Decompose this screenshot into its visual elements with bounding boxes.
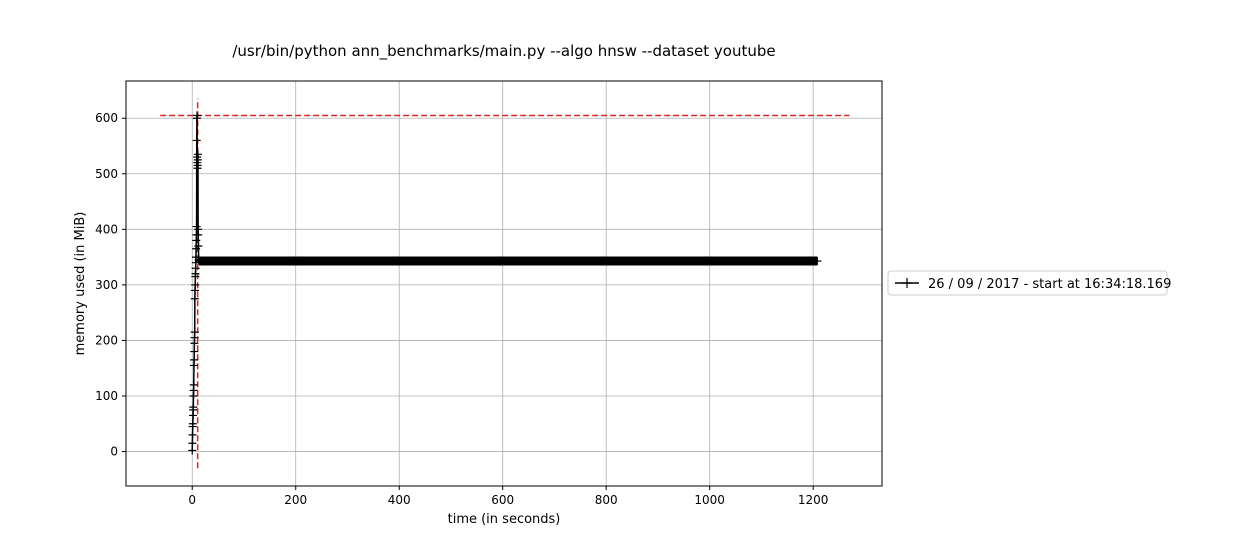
data-point-marker bbox=[194, 230, 203, 239]
x-axis-label: time (in seconds) bbox=[448, 512, 561, 527]
data-point-marker bbox=[194, 242, 203, 250]
data-point-marker bbox=[193, 111, 202, 120]
y-axis-label: memory used (in MiB) bbox=[73, 212, 88, 356]
data-point-marker bbox=[190, 355, 199, 364]
y-tick-label: 300 bbox=[95, 278, 118, 292]
x-tick-label: 400 bbox=[388, 493, 411, 507]
data-point-marker bbox=[190, 328, 199, 337]
y-tick-label: 100 bbox=[95, 389, 118, 403]
data-point-marker bbox=[188, 419, 197, 428]
reference-lines bbox=[160, 98, 850, 469]
y-tick-label: 400 bbox=[95, 222, 118, 236]
series-layer bbox=[188, 111, 822, 455]
y-tick-label: 600 bbox=[95, 111, 118, 125]
legend-box bbox=[887, 270, 1168, 296]
data-point-marker bbox=[189, 403, 198, 412]
data-point-marker bbox=[188, 439, 197, 448]
grid bbox=[126, 81, 882, 486]
legend: 26 / 09 / 2017 - start at 16:34:18.169 bbox=[887, 270, 1171, 296]
data-point-marker bbox=[188, 446, 197, 455]
legend-marker-plus-icon bbox=[902, 278, 912, 288]
data-point-marker bbox=[188, 430, 197, 439]
x-tick-label: 1200 bbox=[798, 493, 829, 507]
series-line bbox=[191, 115, 818, 451]
y-tick-label: 0 bbox=[110, 445, 118, 459]
axis-ticks: 0 200 400 600 800 1000 1200 0 100 200 300 400 500 600 bbox=[95, 111, 828, 507]
y-tick-label: 500 bbox=[95, 167, 118, 181]
data-point-marker bbox=[189, 380, 198, 389]
data-point-marker bbox=[191, 280, 200, 289]
legend-entry-label: 26 / 09 / 2017 - start at 16:34:18.169 bbox=[928, 277, 1171, 292]
data-point-marker bbox=[192, 136, 201, 145]
x-tick-label: 600 bbox=[491, 493, 514, 507]
data-point-marker bbox=[190, 347, 199, 356]
data-point-marker bbox=[193, 150, 202, 159]
x-tick-label: 1000 bbox=[694, 493, 725, 507]
dense-marker-band bbox=[198, 256, 818, 266]
x-tick-label: 0 bbox=[188, 493, 196, 507]
x-tick-label: 200 bbox=[284, 493, 307, 507]
x-tick-label: 800 bbox=[595, 493, 618, 507]
plot-area-frame bbox=[125, 80, 883, 487]
y-tick-label: 200 bbox=[95, 333, 118, 347]
data-point-marker bbox=[190, 294, 199, 303]
chart-title: /usr/bin/python ann_benchmarks/main.py -… bbox=[232, 42, 775, 61]
